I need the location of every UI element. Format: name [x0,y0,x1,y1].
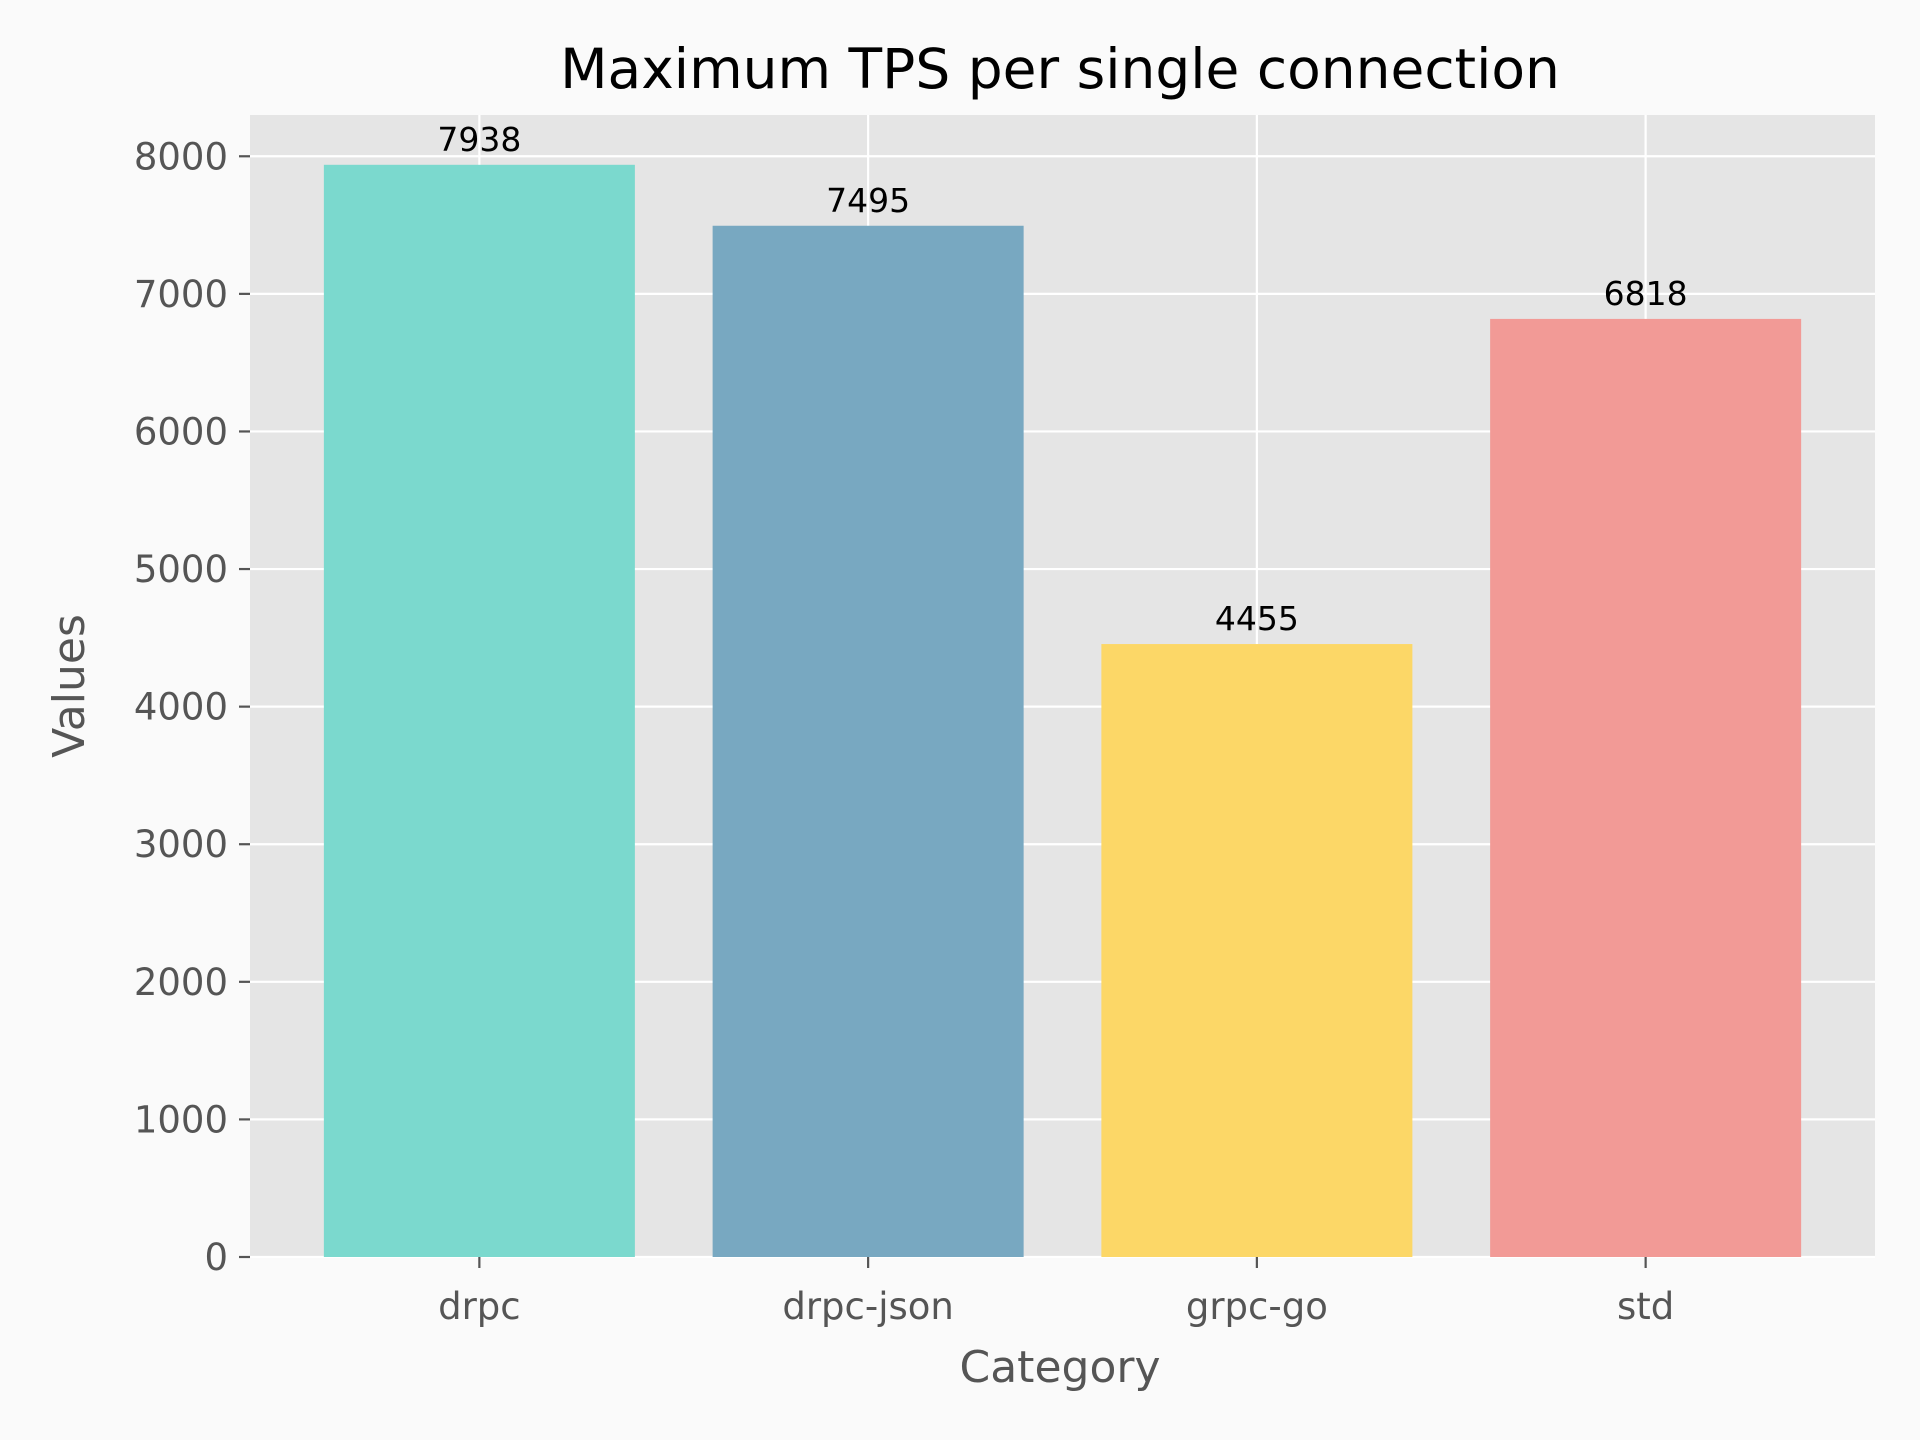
y-tick-label: 6000 [134,410,228,453]
y-tick-label: 5000 [134,548,228,591]
y-tick-label: 0 [204,1236,228,1279]
data-labels: 7938 7495 4455 6818 [437,120,1687,638]
bar-std [1490,318,1802,1257]
y-axis-label: Values [44,614,95,758]
x-tick-label: drpc [438,1285,521,1328]
axis-ticks: 0 1000 2000 3000 4000 5000 6000 7000 8000 drpc drp… [134,135,1674,1328]
x-tick-label: drpc-json [782,1285,954,1328]
data-label-drpc-json: 7495 [826,181,910,220]
x-axis-label: Category [960,1342,1161,1393]
y-tick-label: 2000 [134,961,228,1004]
bar-drpc [323,164,635,1257]
data-label-grpc-go: 4455 [1215,599,1299,638]
y-tick-label: 1000 [134,1098,228,1141]
y-tick-label: 8000 [134,135,228,178]
data-label-std: 6818 [1604,274,1688,313]
bars [323,164,1802,1257]
chart-title: Maximum TPS per single connection [560,37,1560,101]
y-tick-label: 4000 [134,686,228,729]
data-label-drpc: 7938 [437,120,521,159]
x-tick-label: std [1617,1285,1674,1328]
x-tick-label: grpc-go [1186,1285,1328,1328]
bar-grpc-go [1101,644,1413,1257]
y-tick-label: 7000 [134,273,228,316]
bar-drpc-json [712,225,1024,1257]
y-tick-label: 3000 [134,823,228,866]
